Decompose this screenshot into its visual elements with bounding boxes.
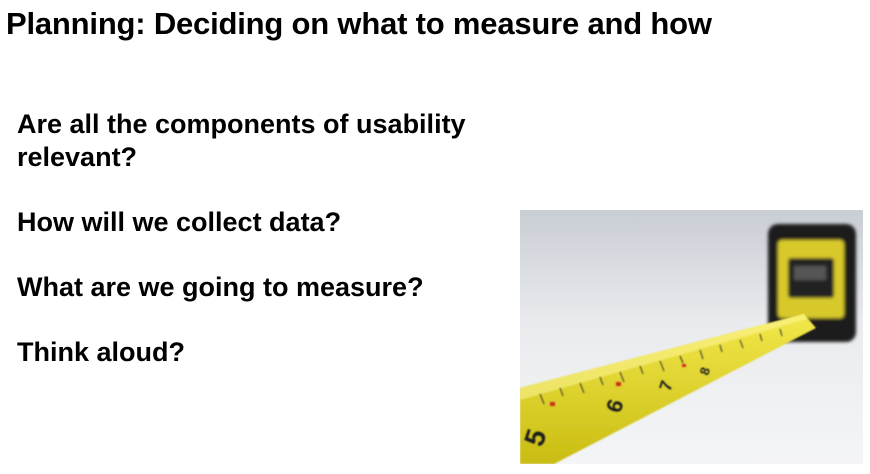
tape-measure-illustration: 5 6 7 8 xyxy=(520,210,863,464)
bullet-list: Are all the components of usability rele… xyxy=(17,108,497,401)
bullet-what-to-measure: What are we going to measure? xyxy=(17,272,424,302)
bullet-collect-data: How will we collect data? xyxy=(17,207,342,237)
tape-casing xyxy=(768,224,856,342)
bullet-think-aloud: Think aloud? xyxy=(17,337,185,367)
tape-blade xyxy=(520,314,816,464)
bullet-usability-components: Are all the components of usability rele… xyxy=(17,109,466,172)
tape-number-8: 8 xyxy=(697,365,714,377)
tape-measure-photo: 5 6 7 8 xyxy=(520,210,863,464)
slide-title: Planning: Deciding on what to measure an… xyxy=(6,6,712,41)
